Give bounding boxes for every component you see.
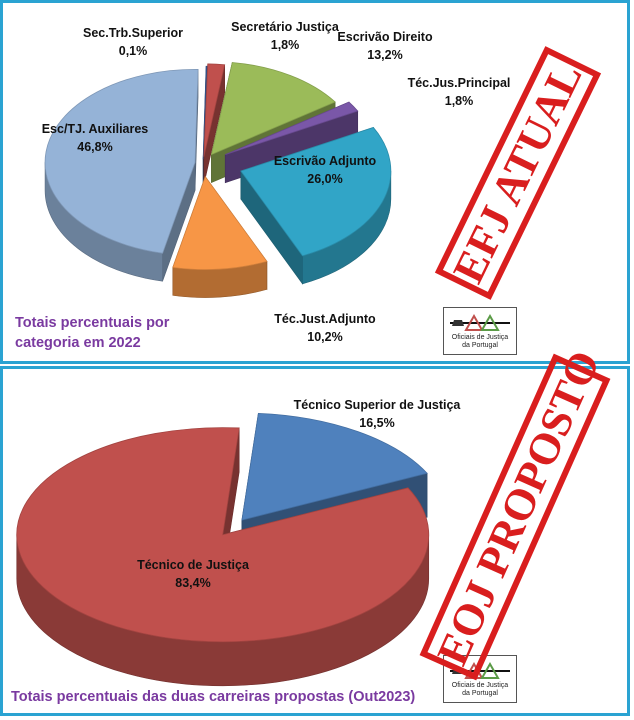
slice-label-tec-just-adjunto: Téc.Just.Adjunto	[274, 312, 376, 326]
pie-chart-2022: Sec.Trb.Superior 0,1% Secretário Justiça 1,…	[42, 20, 511, 344]
logo-text: Oficiais de Justiça da Portugal	[444, 682, 516, 698]
slice-value-escrivao-direito: 13,2%	[367, 48, 402, 62]
slice-escrivao-direito	[210, 62, 336, 156]
slice-label-esc-tj-auxiliares: Esc/TJ. Auxiliares	[42, 122, 149, 136]
slice-value-tecnico-de-justica: 83,4%	[175, 576, 210, 590]
logo-line-2: da Portugal	[462, 342, 498, 349]
slice-tecnico-superior-de-justica	[241, 412, 428, 521]
chart-panel-2023: Técnico Superior de Justiça 16,5% Técnico …	[0, 366, 630, 716]
slice-value-tec-jus-principal: 1,8%	[445, 94, 474, 108]
slice-label-tecnico-de-justica: Técnico de Justiça	[137, 558, 250, 572]
slice-value-tecnico-superior-de-justica: 16,5%	[359, 416, 394, 430]
slice-label-tec-jus-principal: Téc.Jus.Principal	[408, 76, 511, 90]
caption-2023: Totais percentuais das duas carreiras pr…	[11, 689, 416, 705]
logo-emblem-icon	[450, 313, 510, 331]
caption-2022: Totais percentuais por categoria em 2022	[15, 313, 169, 353]
slice-value-secretario-justica: 1,8%	[271, 38, 300, 52]
pie-chart-2023: Técnico Superior de Justiça 16,5% Técnico …	[16, 398, 462, 687]
slice-value-tec-just-adjunto: 10,2%	[307, 330, 342, 344]
logo-line-1: Oficiais de Justiça	[451, 682, 509, 689]
slice-value-esc-tj-auxiliares: 46,8%	[77, 140, 112, 154]
logo-text: Oficiais de Justiça da Portugal	[444, 334, 516, 350]
slice-label-sec-trb-superior: Sec.Trb.Superior	[83, 26, 183, 40]
slice-sec-trb-superior	[202, 65, 208, 160]
slice-tecnico-de-justica	[16, 427, 430, 643]
caption-line-2: categoria em 2022	[15, 335, 141, 351]
slice-label-escrivao-direito: Escrivão Direito	[337, 30, 433, 44]
logo-line-2: da Portugal	[462, 690, 498, 697]
slice-label-secretario-justica: Secretário Justiça	[231, 20, 340, 34]
slice-esc-tj-auxiliares	[44, 69, 199, 254]
slice-value-sec-trb-superior: 0,1%	[119, 44, 148, 58]
slice-tec-jus-principal	[225, 101, 359, 156]
chart-panel-2022: Sec.Trb.Superior 0,1% Secretário Justiça 1,…	[0, 0, 630, 364]
slice-label-tecnico-superior-de-justica: Técnico Superior de Justiça	[294, 398, 462, 412]
slice-escrivao-adjunto	[240, 126, 392, 257]
slice-label-escrivao-adjunto: Escrivão Adjunto	[274, 154, 377, 168]
oficiais-justica-logo: Oficiais de Justiça da Portugal	[443, 307, 517, 355]
slice-tec-just-adjunto	[172, 175, 268, 270]
caption-line-1: Totais percentuais por	[15, 315, 170, 331]
logo-line-1: Oficiais de Justiça	[451, 334, 509, 341]
slice-secretario-justica	[203, 63, 226, 157]
logo-emblem-icon	[450, 661, 510, 679]
oficiais-justica-logo-bottom: Oficiais de Justiça da Portugal	[443, 655, 517, 703]
slice-value-escrivao-adjunto: 26,0%	[307, 172, 342, 186]
